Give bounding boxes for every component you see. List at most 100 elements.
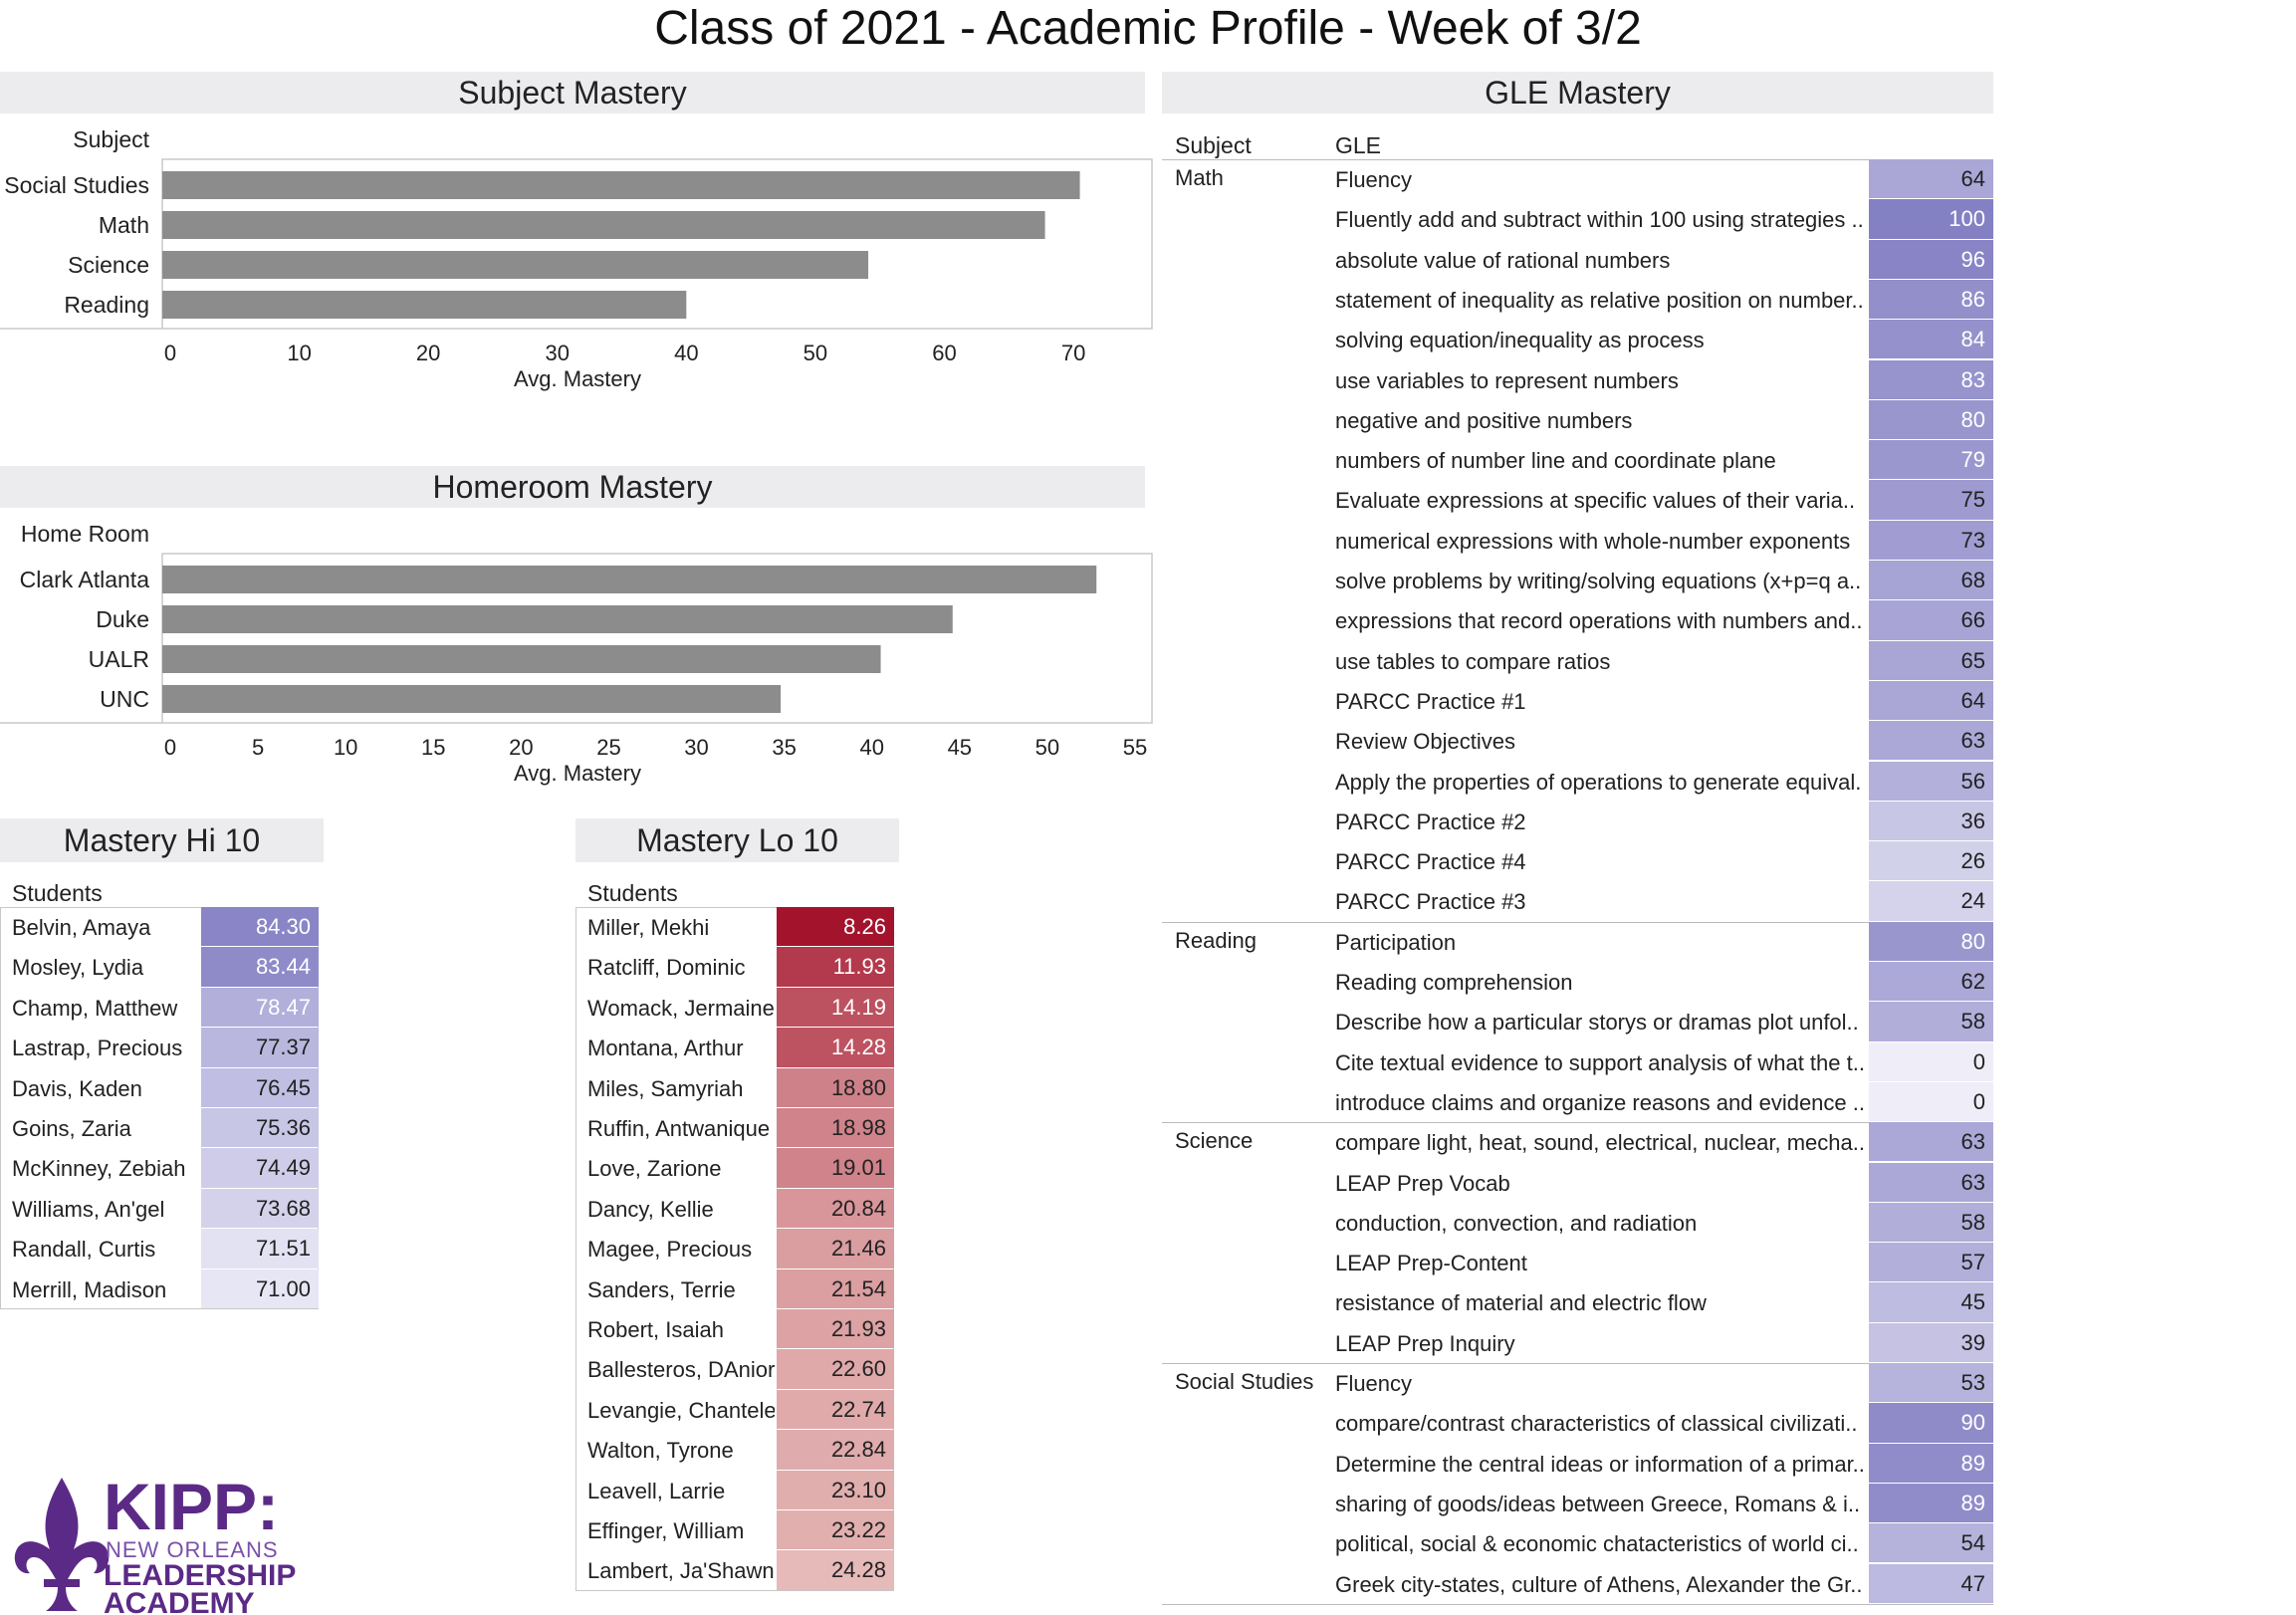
gle-mastery-value[interactable]: 63 — [1869, 1122, 1993, 1162]
lo10-mastery-value[interactable]: 18.80 — [777, 1067, 894, 1107]
gle-mastery-value[interactable]: 56 — [1869, 761, 1993, 801]
gle-objective-label: statement of inequality as relative posi… — [1335, 287, 1863, 313]
gle-mastery-value[interactable]: 36 — [1869, 801, 1993, 841]
hm-tick-label: 45 — [948, 735, 972, 760]
hi10-mastery-value[interactable]: 75.36 — [201, 1108, 319, 1148]
gle-mastery-value[interactable]: 0 — [1869, 1081, 1993, 1122]
hi10-mastery-value[interactable]: 76.45 — [201, 1067, 319, 1107]
gle-mastery-value[interactable]: 90 — [1869, 1403, 1993, 1443]
fleur-de-lis-icon — [14, 1478, 110, 1611]
gle-mastery-value[interactable]: 53 — [1869, 1363, 1993, 1403]
hi10-mastery-value[interactable]: 71.51 — [201, 1229, 319, 1269]
lo10-mastery-value[interactable]: 21.46 — [777, 1229, 894, 1269]
sm-tick-label: 10 — [287, 341, 311, 365]
hi10-student-name: McKinney, Zebiah — [12, 1156, 186, 1182]
gle-mastery-value[interactable]: 57 — [1869, 1243, 1993, 1282]
gle-objective-label: Evaluate expressions at specific values … — [1335, 488, 1856, 514]
lo10-mastery-value[interactable]: 21.93 — [777, 1309, 894, 1349]
lo10-mastery-value[interactable]: 22.84 — [777, 1430, 894, 1470]
lo10-mastery-value[interactable]: 24.28 — [777, 1550, 894, 1590]
lo10-mastery-value[interactable]: 23.22 — [777, 1510, 894, 1550]
sm-category-label: Math — [99, 212, 149, 238]
gle-mastery-value[interactable]: 84 — [1869, 320, 1993, 359]
lo10-mastery-value[interactable]: 21.54 — [777, 1269, 894, 1308]
gle-objective-label: Fluency — [1335, 167, 1413, 192]
hm-tick-label: 35 — [772, 735, 796, 760]
gle-mastery-value[interactable]: 63 — [1869, 721, 1993, 761]
lo10-mastery-value[interactable]: 8.26 — [777, 907, 894, 947]
gle-mastery-value[interactable]: 45 — [1869, 1282, 1993, 1322]
hm-tick-label: 30 — [684, 735, 708, 760]
gle-mastery-value[interactable]: 64 — [1869, 159, 1993, 199]
lo10-mastery-value[interactable]: 23.10 — [777, 1470, 894, 1509]
hm-bar[interactable] — [162, 605, 953, 633]
hm-category-label: Duke — [96, 606, 149, 632]
lo10-mastery-value[interactable]: 22.74 — [777, 1389, 894, 1430]
lo10-mastery-value[interactable]: 22.60 — [777, 1349, 894, 1389]
gle-mastery-value[interactable]: 79 — [1869, 440, 1993, 480]
hm-tick-label: 5 — [252, 735, 264, 760]
sm-bar[interactable] — [162, 251, 869, 279]
sm-tick-label: 60 — [932, 341, 956, 365]
sm-bar[interactable] — [162, 291, 687, 319]
gle-group-divider — [1162, 159, 1869, 200]
mastery-hi10-heading: Mastery Hi 10 — [0, 818, 324, 862]
hi10-mastery-value[interactable]: 77.37 — [201, 1028, 319, 1067]
hm-bar[interactable] — [162, 645, 881, 673]
gle-mastery-value[interactable]: 68 — [1869, 561, 1993, 600]
gle-mastery-value[interactable]: 54 — [1869, 1523, 1993, 1563]
gle-objective-label: Greek city-states, culture of Athens, Al… — [1335, 1571, 1863, 1597]
gle-objective-label: introduce claims and organize reasons an… — [1335, 1089, 1863, 1115]
gle-mastery-value[interactable]: 63 — [1869, 1162, 1993, 1202]
sm-bar[interactable] — [162, 211, 1045, 239]
gle-mastery-value[interactable]: 96 — [1869, 239, 1993, 279]
homeroom-mastery-chart: Home Room Clark Atlanta Duke UALR UNC 0 5 10 15 2… — [0, 521, 1153, 786]
gle-mastery-value[interactable]: 75 — [1869, 480, 1993, 520]
lo10-mastery-value[interactable]: 14.28 — [777, 1028, 894, 1067]
gle-mastery-value[interactable]: 83 — [1869, 359, 1993, 399]
gle-mastery-value[interactable]: 89 — [1869, 1483, 1993, 1523]
lo10-mastery-value[interactable]: 19.01 — [777, 1148, 894, 1188]
gle-mastery-value[interactable]: 58 — [1869, 1202, 1993, 1243]
gle-mastery-value[interactable]: 89 — [1869, 1443, 1993, 1483]
hi10-mastery-value[interactable]: 71.00 — [201, 1269, 319, 1308]
hm-bar[interactable] — [162, 685, 782, 713]
sm-tick-label: 50 — [804, 341, 827, 365]
gle-group-divider — [1162, 1363, 1869, 1404]
lo10-mastery-value[interactable]: 11.93 — [777, 947, 894, 987]
gle-mastery-value[interactable]: 66 — [1869, 600, 1993, 640]
gle-mastery-value[interactable]: 80 — [1869, 399, 1993, 440]
gle-mastery-value[interactable]: 0 — [1869, 1041, 1993, 1081]
hi10-mastery-value[interactable]: 83.44 — [201, 947, 319, 987]
hi10-mastery-value[interactable]: 78.47 — [201, 987, 319, 1028]
lo10-mastery-value[interactable]: 20.84 — [777, 1188, 894, 1229]
gle-column-header: GLE — [1335, 132, 1382, 158]
gle-mastery-value[interactable]: 39 — [1869, 1322, 1993, 1362]
gle-mastery-value[interactable]: 62 — [1869, 962, 1993, 1002]
gle-mastery-value[interactable]: 58 — [1869, 1002, 1993, 1041]
gle-mastery-value[interactable]: 80 — [1869, 921, 1993, 961]
gle-mastery-value[interactable]: 47 — [1869, 1563, 1993, 1603]
sm-plot-frame — [161, 158, 1153, 330]
lo10-student-name: Womack, Jermaine — [587, 995, 775, 1021]
hm-tick-label: 10 — [334, 735, 357, 760]
lo10-mastery-value[interactable]: 18.98 — [777, 1108, 894, 1148]
gle-mastery-value[interactable]: 73 — [1869, 520, 1993, 560]
gle-mastery-value[interactable]: 26 — [1869, 841, 1993, 881]
hm-bar[interactable] — [162, 566, 1097, 593]
hi10-mastery-value[interactable]: 84.30 — [201, 907, 319, 947]
mastery-lo10-heading: Mastery Lo 10 — [575, 818, 899, 862]
hi10-mastery-value[interactable]: 74.49 — [201, 1148, 319, 1188]
gle-mastery-value[interactable]: 24 — [1869, 881, 1993, 921]
sm-category-label: Reading — [64, 292, 149, 318]
gle-subject-label: Social Studies — [1175, 1369, 1314, 1394]
gle-mastery-value[interactable]: 64 — [1869, 680, 1993, 721]
hi10-mastery-value[interactable]: 73.68 — [201, 1188, 319, 1229]
mastery-lo10-table: Miller, Mekhi 8.26 Ratcliff, Dominic 11.93 W… — [575, 907, 896, 1594]
gle-mastery-value[interactable]: 100 — [1869, 199, 1993, 239]
sm-bar[interactable] — [162, 171, 1080, 199]
gle-mastery-value[interactable]: 86 — [1869, 279, 1993, 320]
gle-subject-label: Science — [1175, 1128, 1254, 1154]
gle-mastery-value[interactable]: 65 — [1869, 640, 1993, 680]
lo10-mastery-value[interactable]: 14.19 — [777, 987, 894, 1028]
